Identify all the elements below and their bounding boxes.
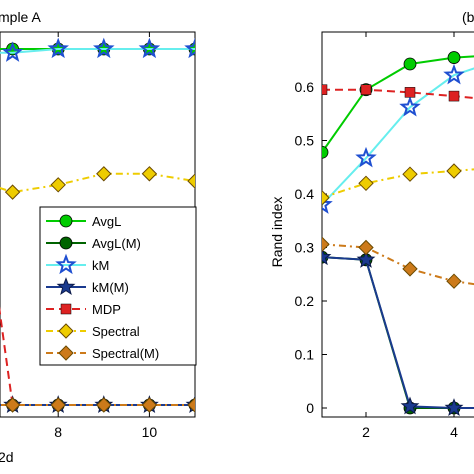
right-series-mdp-line xyxy=(322,88,474,100)
left-series-spectralm-point-2 xyxy=(50,397,66,413)
legend-avglm-label: AvgL(M) xyxy=(92,236,141,251)
right-y-tick-label: 0.4 xyxy=(295,186,315,202)
left-series-spectral-point-3 xyxy=(96,166,112,182)
left-series-spectral-point-4 xyxy=(141,166,158,182)
left-x-tick-label: 8 xyxy=(54,424,62,440)
right-series-spectralm-point-1 xyxy=(358,239,374,256)
right-series-kmm-point-1 xyxy=(356,249,376,268)
right-series-mdp-point-3 xyxy=(448,90,460,102)
right-series-spectral-point-1 xyxy=(358,175,374,192)
right-series-kmm-point-0 xyxy=(322,247,332,266)
left-series-mdp-line xyxy=(0,306,14,406)
left-series-km-point-2 xyxy=(47,37,69,59)
right-panel-title: (b xyxy=(462,9,474,25)
right-series-spectralm-point-3 xyxy=(446,273,462,289)
left-plot-series xyxy=(0,37,195,414)
right-panel: (b 0 0.1 0.2 0.3 0.4 0.5 0.6 2 4 Rand index xyxy=(269,9,474,440)
legend-kmm-label: kM(M) xyxy=(92,280,129,295)
right-series-avgl-line xyxy=(322,55,474,153)
right-series-km-point-1 xyxy=(355,146,377,168)
left-series-km-point-3 xyxy=(93,37,115,59)
right-axes-frame xyxy=(321,31,474,418)
left-series-km-point-4 xyxy=(138,37,161,59)
left-x-tick-label: 10 xyxy=(142,424,158,440)
legend-spectral-label: Spectral xyxy=(92,324,140,339)
left-series-spectral-line xyxy=(0,172,195,194)
left-panel-title: mple A xyxy=(0,9,41,25)
right-series-kmm-point-3 xyxy=(444,398,464,417)
legend-mdp-swatch-point-0 xyxy=(60,303,72,315)
left-x-ticks: 8 10 xyxy=(54,32,157,440)
left-x-axis-label: 2d xyxy=(0,449,14,465)
right-series-avgl-point-2 xyxy=(403,57,417,71)
right-series-spectralm-point-0 xyxy=(322,236,330,252)
right-y-tick-label: 0.6 xyxy=(295,79,315,95)
right-series-km-point-2 xyxy=(399,96,421,117)
right-series-spectralm-line xyxy=(322,243,474,286)
right-series-spectral-point-2 xyxy=(402,166,418,182)
right-series-km-point-3 xyxy=(443,63,465,85)
left-series-km-point-5 xyxy=(184,37,195,59)
right-series-mdp-point-1 xyxy=(360,84,372,95)
right-plot-series xyxy=(322,51,474,417)
left-series-spectralm-point-1 xyxy=(4,397,21,413)
legend-km-label: kM xyxy=(92,258,109,273)
legend-spectralm-label: Spectral(M) xyxy=(92,346,159,361)
legend-avglm-swatch-point-0 xyxy=(59,236,73,250)
right-y-tick-label: 0 xyxy=(306,400,314,416)
left-series-spectral-point-2 xyxy=(50,177,66,193)
legend-kmm-swatch-point-0 xyxy=(56,277,76,296)
right-series-kmm-point-2 xyxy=(400,396,420,415)
legend: AvgL AvgL(M) kM kM(M) MDP Spectral Spectral(M) xyxy=(39,206,197,366)
legend-km-swatch-point-0 xyxy=(55,253,77,275)
legend-avgl-label: AvgL xyxy=(92,214,121,229)
legend-mdp-label: MDP xyxy=(92,302,121,317)
left-panel: mple A 8 10 AvgL AvgL(M) kM kM(M) MDP Spectral… xyxy=(0,9,197,465)
legend-spectral-swatch-point-0 xyxy=(58,323,74,339)
right-y-axis-label: Rand index xyxy=(269,197,285,268)
left-series-spectral-point-1 xyxy=(4,184,21,200)
right-y-tick-label: 0.3 xyxy=(295,240,315,256)
legend-avgl-swatch-point-0 xyxy=(59,214,73,228)
left-series-spectral-point-5 xyxy=(187,173,195,189)
left-series-spectralm-point-5 xyxy=(187,397,195,413)
right-series-spectral-point-3 xyxy=(446,163,462,179)
right-y-tick-label: 0.5 xyxy=(295,133,315,149)
right-series-mdp-point-2 xyxy=(404,87,416,98)
left-series-km-line xyxy=(0,48,195,54)
right-series-mdp-point-0 xyxy=(322,84,328,95)
right-y-ticks: 0 0.1 0.2 0.3 0.4 0.5 0.6 xyxy=(295,79,327,416)
left-series-spectralm-point-4 xyxy=(141,397,158,413)
right-y-tick-label: 0.1 xyxy=(295,347,315,363)
right-series-avgl-point-0 xyxy=(322,145,329,159)
right-series-spectral-point-0 xyxy=(322,190,330,206)
left-series-km-point-1 xyxy=(1,41,24,62)
legend-spectralm-swatch-point-0 xyxy=(58,345,74,361)
right-x-tick-label: 4 xyxy=(450,424,458,440)
right-series-spectralm-point-2 xyxy=(402,261,418,277)
right-y-tick-label: 0.2 xyxy=(295,293,315,309)
right-series-avgl-point-3 xyxy=(447,51,461,64)
left-series-spectralm-point-3 xyxy=(96,397,112,413)
right-series-km-point-0 xyxy=(322,193,333,214)
right-x-tick-label: 2 xyxy=(362,424,370,440)
right-series-km-line xyxy=(322,67,474,206)
